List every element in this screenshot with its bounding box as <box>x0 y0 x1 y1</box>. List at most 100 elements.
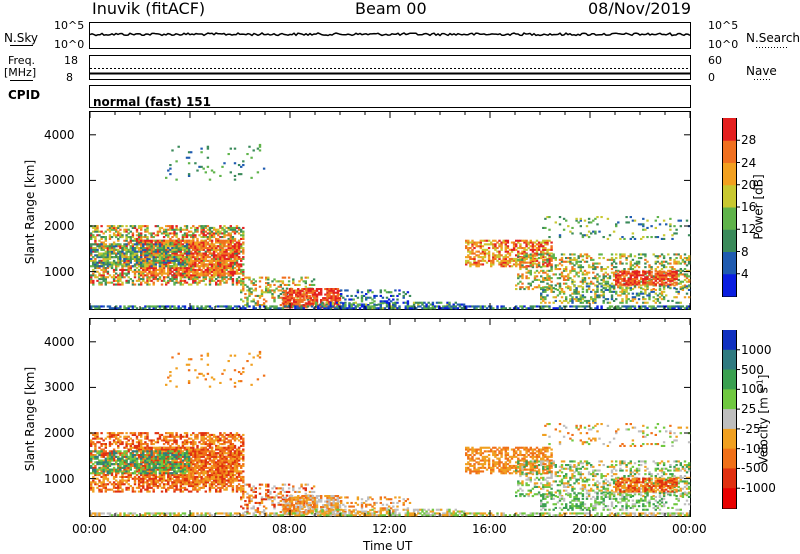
power-cell-4519 <box>654 219 657 222</box>
power-cell-1618 <box>179 272 182 275</box>
power-cell-2374 <box>248 287 251 290</box>
power-cell-2274 <box>167 259 170 262</box>
power-cell-2783 <box>321 303 324 306</box>
power-cell-421 <box>137 247 141 250</box>
power-cell-3842 <box>648 264 651 267</box>
power-cell-3275 <box>529 245 532 248</box>
power-cell-2365 <box>246 298 249 301</box>
power-cell-4272 <box>592 299 595 302</box>
power-cell-2021 <box>237 241 241 244</box>
power-cell-3860 <box>654 260 657 263</box>
power-cell-92 <box>100 247 103 250</box>
power-cell-2392 <box>254 289 257 292</box>
power-cell-4438 <box>546 216 549 219</box>
power-cell-3135 <box>498 261 501 264</box>
power-cell-1514 <box>162 243 166 246</box>
power-cell-1616 <box>177 241 180 244</box>
power-cell-380 <box>133 259 137 262</box>
power-cell-2529 <box>306 294 310 297</box>
power-cell-810 <box>181 234 185 237</box>
power-cell-2297 <box>173 263 176 266</box>
power-cell-1986 <box>231 239 235 242</box>
power-cell-490 <box>146 278 149 281</box>
power-cell-4 <box>90 274 93 277</box>
power-cell-2109 <box>117 250 120 253</box>
power-cell-2757 <box>334 295 337 298</box>
power-cell-3607 <box>579 253 582 256</box>
power-cell-2153 <box>131 265 135 268</box>
power-cell-4252 <box>579 285 582 288</box>
power-cell-4927 <box>206 147 210 150</box>
power-cell-1395 <box>144 239 147 242</box>
power-cell-1332 <box>242 270 245 273</box>
power-cell-1825 <box>208 259 212 262</box>
power-cell-3517 <box>556 268 560 271</box>
power-cell-2265 <box>162 245 166 248</box>
power-cell-4073 <box>642 278 645 281</box>
power-cell-4232 <box>573 290 576 293</box>
power-cell-4884 <box>669 307 672 310</box>
power-cell-4042 <box>631 279 635 282</box>
power-cell-4881 <box>665 305 668 308</box>
power-cell-4697 <box>342 305 345 308</box>
power-cell-4477 <box>594 217 597 220</box>
power-cell-4923 <box>202 167 205 170</box>
power-cell-2300 <box>173 256 176 259</box>
power-cell-3978 <box>685 264 689 267</box>
power-cell-2786 <box>325 307 328 310</box>
power-cell-4856 <box>627 305 630 308</box>
power-cell-988 <box>202 232 205 235</box>
power-cell-2122 <box>121 256 124 259</box>
power-cell-909 <box>194 276 197 279</box>
power-cell-4509 <box>642 223 645 226</box>
power-cell-4468 <box>587 230 591 233</box>
power-cell-1 <box>90 279 93 282</box>
power-cell-4044 <box>631 274 635 277</box>
power-cell-2130 <box>123 252 126 255</box>
power-cell-3474 <box>544 271 547 274</box>
power-cell-140 <box>104 236 107 239</box>
power-cell-3247 <box>523 248 526 251</box>
power-cell-2975 <box>383 289 387 292</box>
power-cell-1358 <box>140 254 143 257</box>
power-cell-429 <box>137 226 141 229</box>
power-cell-4179 <box>542 288 545 291</box>
power-cell-2933 <box>350 304 353 307</box>
power-cell-1718 <box>194 274 197 277</box>
power-cell-73 <box>98 267 101 270</box>
power-cell-376 <box>133 272 137 275</box>
power-cell-325 <box>127 268 130 271</box>
power-cell-681 <box>169 279 172 282</box>
power-cell-3713 <box>610 257 614 260</box>
power-cell-80 <box>98 230 101 233</box>
power-cell-4357 <box>633 296 637 299</box>
power-cell-3236 <box>521 252 524 255</box>
power-cell-1394 <box>144 243 147 246</box>
power-cell-1776 <box>200 241 203 244</box>
power-cell-3442 <box>535 278 539 281</box>
power-cell-4577 <box>144 307 147 310</box>
power-cell-2910 <box>454 301 457 304</box>
power-cell-3632 <box>585 253 589 256</box>
power-cell-4087 <box>646 270 649 273</box>
power-cell-2203 <box>146 257 149 260</box>
power-cell-4727 <box>396 307 399 310</box>
power-cell-2089 <box>110 263 114 266</box>
power-cell-4391 <box>654 301 657 304</box>
power-cell-3057 <box>477 259 480 262</box>
power-cell-3433 <box>533 278 537 281</box>
power-cell-2941 <box>356 289 360 292</box>
cpid-value: normal (fast) 151 <box>93 95 211 109</box>
power-cell-927 <box>196 276 199 279</box>
power-cell-3399 <box>523 288 526 291</box>
power-cell-4933 <box>221 165 224 168</box>
power-cell-4513 <box>646 226 649 229</box>
power-cell-811 <box>181 228 185 231</box>
power-cell-3461 <box>540 253 543 256</box>
power-cell-4668 <box>287 305 291 308</box>
power-cell-1505 <box>162 265 166 268</box>
power-cell-653 <box>165 243 168 246</box>
power-cell-3491 <box>548 275 551 278</box>
power-cell-3402 <box>523 255 526 258</box>
